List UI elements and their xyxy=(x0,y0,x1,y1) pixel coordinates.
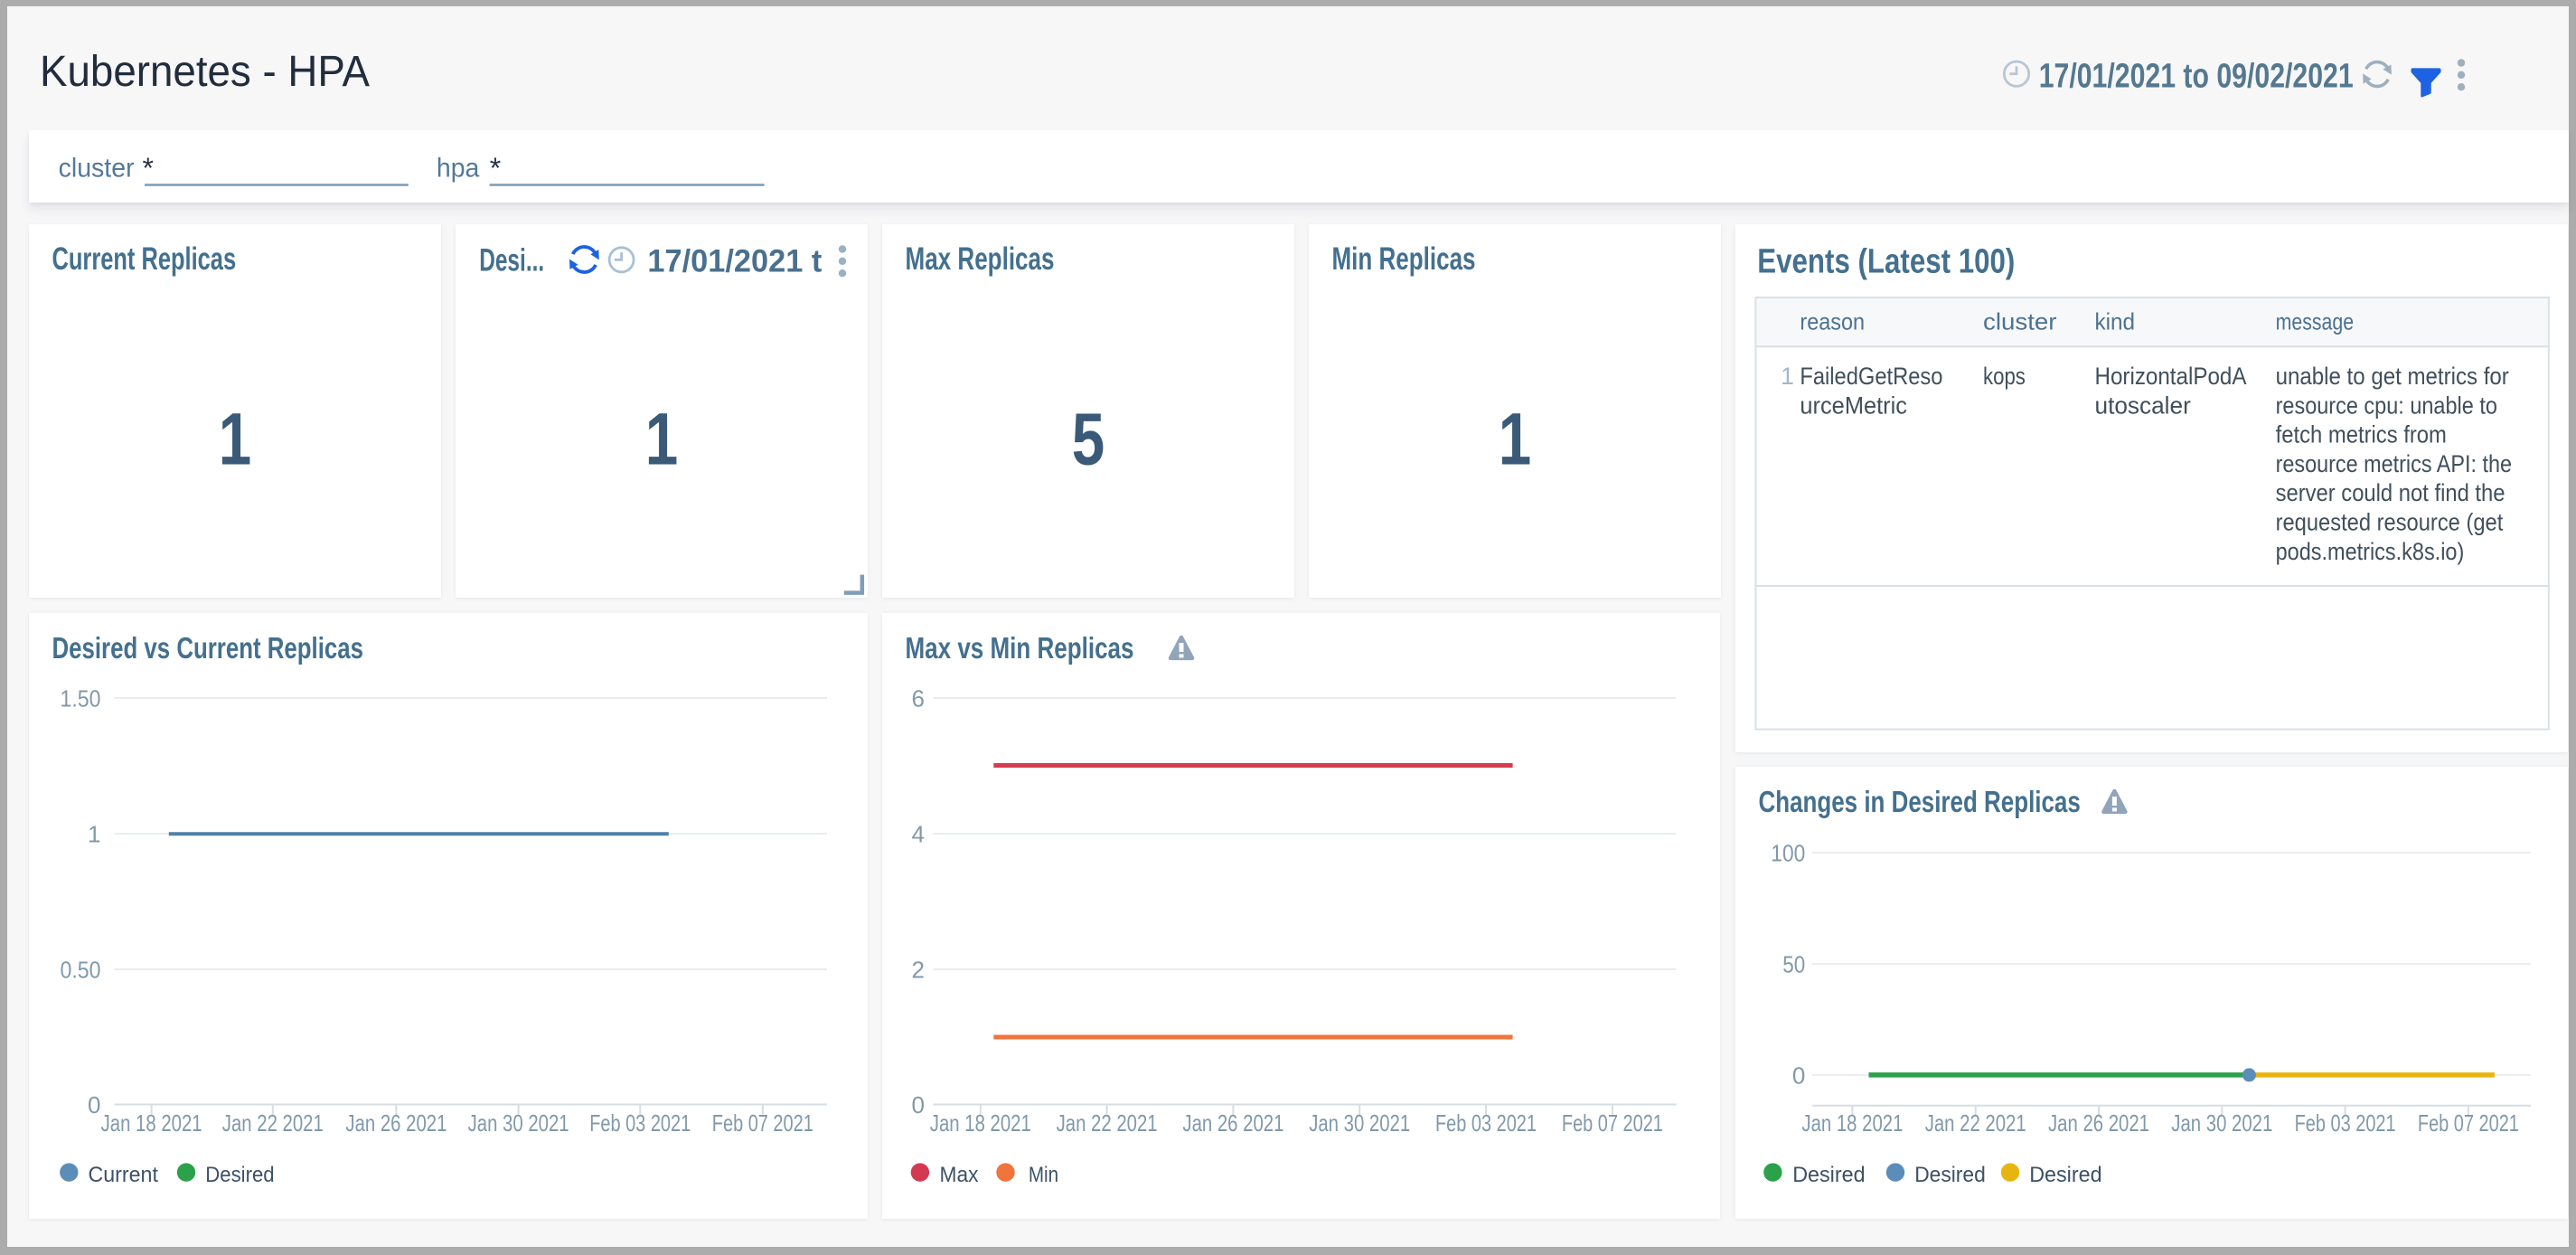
svg-text:Current: Current xyxy=(89,1163,159,1187)
svg-text:cluster: cluster xyxy=(59,154,135,184)
svg-text:Feb 07 2021: Feb 07 2021 xyxy=(2418,1109,2519,1137)
svg-text:1.50: 1.50 xyxy=(61,685,101,712)
svg-text:pods.metrics.k8s.io): pods.metrics.k8s.io) xyxy=(2276,538,2465,565)
svg-text:Jan 30 2021: Jan 30 2021 xyxy=(1309,1109,1410,1137)
svg-text:Changes in Desired Replicas: Changes in Desired Replicas xyxy=(1759,785,2081,818)
svg-text:resource metrics API: the: resource metrics API: the xyxy=(2276,450,2512,477)
svg-text:Max: Max xyxy=(940,1163,979,1187)
svg-text:Kubernetes - HPA: Kubernetes - HPA xyxy=(40,48,370,96)
svg-text:hpa: hpa xyxy=(437,154,480,184)
svg-text:4: 4 xyxy=(912,821,925,848)
svg-text:1: 1 xyxy=(88,821,100,848)
svg-text:*: * xyxy=(143,152,154,184)
svg-text:Jan 26 2021: Jan 26 2021 xyxy=(345,1109,447,1137)
svg-text:Max vs Min Replicas: Max vs Min Replicas xyxy=(906,631,1134,665)
svg-text:urceMetric: urceMetric xyxy=(1800,392,1907,419)
svg-text:utoscaler: utoscaler xyxy=(2095,392,2191,419)
svg-text:Desi...: Desi... xyxy=(479,243,544,278)
svg-text:Desired: Desired xyxy=(205,1163,274,1187)
svg-text:1: 1 xyxy=(1781,363,1794,390)
svg-text:Jan 22 2021: Jan 22 2021 xyxy=(222,1109,324,1137)
svg-text:HorizontalPodA: HorizontalPodA xyxy=(2095,363,2247,390)
svg-text:0: 0 xyxy=(88,1091,100,1118)
svg-text:Max Replicas: Max Replicas xyxy=(906,241,1055,277)
svg-text:Feb 03 2021: Feb 03 2021 xyxy=(1435,1109,1537,1137)
svg-text:2: 2 xyxy=(912,957,925,984)
svg-text:Jan 18 2021: Jan 18 2021 xyxy=(1801,1109,1903,1137)
svg-text:requested resource (get: requested resource (get xyxy=(2276,509,2504,536)
svg-text:cluster: cluster xyxy=(1983,307,2057,335)
svg-text:kops: kops xyxy=(1983,363,2026,390)
svg-text:Feb 07 2021: Feb 07 2021 xyxy=(1562,1109,1663,1137)
svg-text:Desired: Desired xyxy=(2029,1163,2101,1187)
svg-text:Jan 22 2021: Jan 22 2021 xyxy=(1057,1109,1158,1137)
svg-text:kind: kind xyxy=(2095,307,2136,335)
svg-text:17/01/2021 t: 17/01/2021 t xyxy=(647,243,822,278)
svg-text:Desired vs Current Replicas: Desired vs Current Replicas xyxy=(52,631,364,665)
svg-text:Jan 22 2021: Jan 22 2021 xyxy=(1925,1109,2026,1137)
svg-text:Desired: Desired xyxy=(1914,1163,1986,1187)
svg-text:*: * xyxy=(490,152,501,184)
svg-text:Feb 03 2021: Feb 03 2021 xyxy=(2295,1109,2396,1137)
svg-text:0.50: 0.50 xyxy=(61,957,101,984)
svg-text:message: message xyxy=(2276,307,2355,335)
svg-text:6: 6 xyxy=(912,685,925,712)
svg-text:Jan 18 2021: Jan 18 2021 xyxy=(101,1109,202,1137)
svg-text:unable to get metrics for: unable to get metrics for xyxy=(2276,363,2509,390)
svg-text:resource cpu: unable to: resource cpu: unable to xyxy=(2276,392,2497,419)
svg-text:0: 0 xyxy=(912,1091,925,1118)
svg-text:reason: reason xyxy=(1800,307,1865,335)
svg-text:Min: Min xyxy=(1029,1163,1058,1187)
svg-text:Min Replicas: Min Replicas xyxy=(1332,241,1476,277)
svg-text:Desired: Desired xyxy=(1792,1163,1865,1187)
svg-text:Events (Latest 100): Events (Latest 100) xyxy=(1757,242,2015,280)
svg-text:100: 100 xyxy=(1771,840,1805,867)
svg-text:1: 1 xyxy=(219,397,251,480)
svg-text:5: 5 xyxy=(1072,397,1105,480)
svg-text:Jan 30 2021: Jan 30 2021 xyxy=(2171,1109,2272,1137)
svg-text:0: 0 xyxy=(1792,1062,1805,1089)
svg-text:17/01/2021 to 09/02/2021: 17/01/2021 to 09/02/2021 xyxy=(2039,57,2354,95)
svg-text:50: 50 xyxy=(1782,951,1805,978)
svg-text:Jan 26 2021: Jan 26 2021 xyxy=(2048,1109,2149,1137)
svg-text:1: 1 xyxy=(1499,397,1531,480)
svg-text:Feb 07 2021: Feb 07 2021 xyxy=(712,1109,813,1137)
svg-text:server could not find the: server could not find the xyxy=(2276,479,2505,506)
svg-text:Current Replicas: Current Replicas xyxy=(52,241,237,277)
svg-text:Jan 30 2021: Jan 30 2021 xyxy=(468,1109,569,1137)
svg-text:Jan 18 2021: Jan 18 2021 xyxy=(930,1109,1031,1137)
svg-text:FailedGetReso: FailedGetReso xyxy=(1800,363,1942,390)
svg-text:fetch metrics from: fetch metrics from xyxy=(2276,421,2447,448)
svg-text:Jan 26 2021: Jan 26 2021 xyxy=(1182,1109,1283,1137)
svg-text:1: 1 xyxy=(645,397,678,480)
svg-text:Feb 03 2021: Feb 03 2021 xyxy=(589,1109,691,1137)
